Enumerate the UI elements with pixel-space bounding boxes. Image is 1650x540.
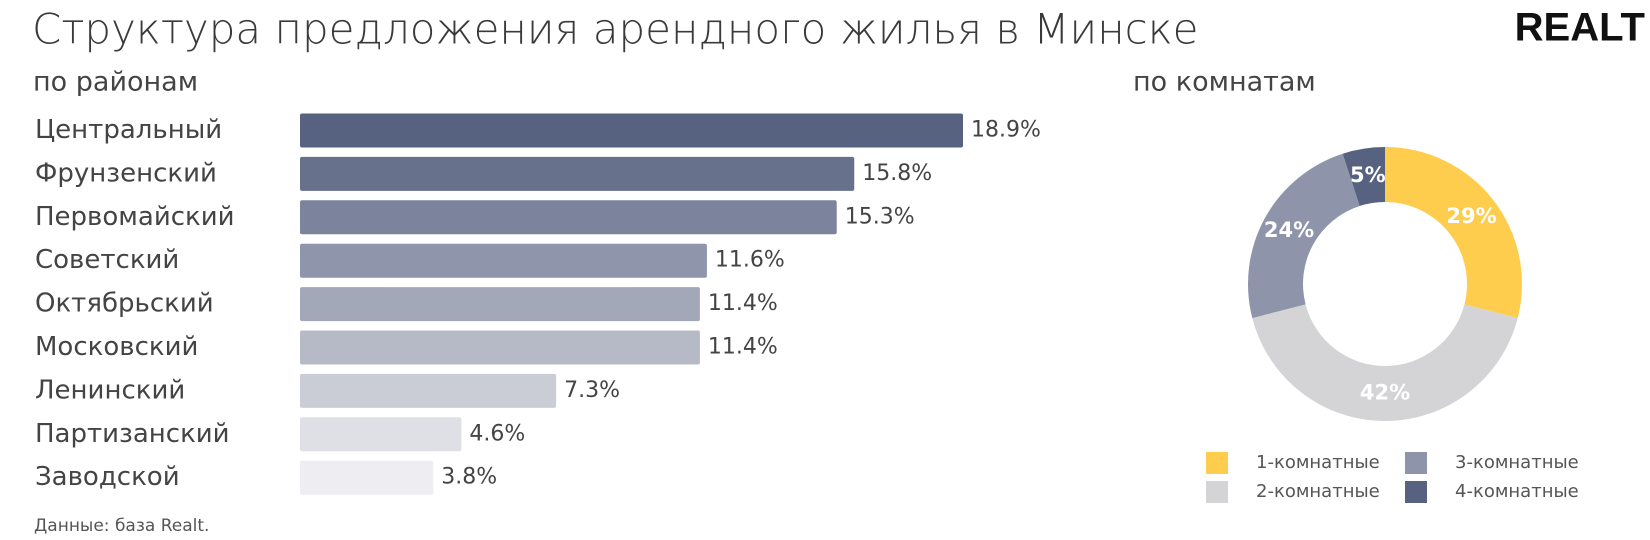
- legend-swatch: [1405, 452, 1427, 474]
- legend-label: 4-комнатные: [1455, 481, 1579, 502]
- legend-label: 2-комнатные: [1256, 481, 1380, 502]
- bar: [300, 243, 707, 278]
- bar: [300, 417, 462, 452]
- value-label: 3.8%: [441, 465, 497, 490]
- donut-slice: [1248, 153, 1360, 319]
- value-label: 4.6%: [469, 421, 525, 446]
- bar: [300, 373, 557, 408]
- category-label: Октябрьский: [35, 289, 214, 319]
- value-label: 11.4%: [708, 291, 778, 316]
- donut-slice: [1385, 147, 1522, 319]
- legend-swatch: [1206, 481, 1228, 503]
- bar: [300, 113, 963, 148]
- category-label: Ленинский: [35, 375, 185, 405]
- donut-slice: [1342, 147, 1385, 207]
- category-label: Фрунзенский: [35, 158, 217, 188]
- bar: [300, 330, 700, 365]
- category-label: Центральный: [35, 115, 222, 145]
- value-label: 7.3%: [564, 378, 620, 403]
- value-label: 11.6%: [715, 248, 785, 273]
- logo: REALT: [1515, 6, 1645, 50]
- value-label: 11.4%: [708, 335, 778, 360]
- bar: [300, 200, 837, 235]
- legend-swatch: [1405, 481, 1427, 503]
- slice-label: 5%: [1350, 163, 1386, 187]
- legend-swatch: [1206, 452, 1228, 474]
- category-label: Партизанский: [35, 419, 230, 449]
- category-label: Первомайский: [35, 202, 235, 232]
- bar: [300, 156, 855, 191]
- chart-subtitle: по районам: [33, 67, 198, 98]
- source-note: Данные: база Realt.: [34, 516, 209, 536]
- slice-label: 24%: [1264, 218, 1314, 242]
- donut-slice: [1252, 304, 1518, 422]
- value-label: 15.8%: [862, 161, 932, 186]
- value-label: 15.3%: [845, 204, 915, 229]
- chart-subtitle: по комнатам: [1133, 67, 1316, 98]
- bar: [300, 287, 700, 322]
- page-title: Структура предложения арендного жилья в …: [32, 5, 1199, 54]
- value-label: 18.9%: [971, 118, 1041, 143]
- category-label: Заводской: [35, 462, 180, 492]
- category-label: Московский: [35, 332, 198, 362]
- legend-label: 3-комнатные: [1455, 452, 1579, 473]
- bar: [300, 460, 434, 495]
- slice-label: 29%: [1446, 204, 1496, 228]
- legend-label: 1-комнатные: [1256, 452, 1380, 473]
- category-label: Советский: [35, 245, 179, 275]
- slice-label: 42%: [1360, 381, 1410, 405]
